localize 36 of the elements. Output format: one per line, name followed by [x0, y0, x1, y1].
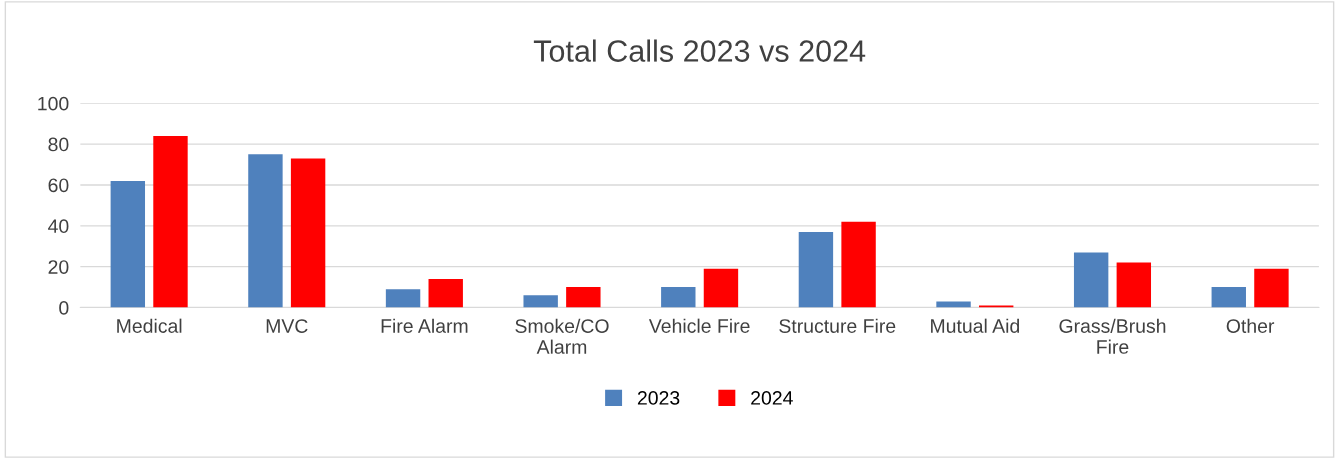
bar	[798, 231, 834, 308]
x-tick-label: Medical	[117, 318, 182, 333]
bar	[290, 158, 326, 308]
bar	[936, 301, 971, 308]
bar	[703, 268, 739, 308]
bar	[661, 287, 696, 308]
bar	[1254, 268, 1289, 308]
x-tick-label: Vehicle Fire	[648, 318, 750, 333]
y-tick-label: 20	[48, 260, 69, 274]
y-tick-label: 60	[48, 178, 69, 193]
y-tick-label: 40	[48, 219, 69, 234]
chart-title: Total Calls 2023 vs 2024	[533, 39, 866, 62]
x-tick-label: Mutual Aid	[931, 318, 1020, 333]
x-tick-label: Fire Alarm	[381, 318, 468, 333]
legend-label: 2024	[751, 391, 793, 405]
x-tick-label: Smoke/CO Alarm	[515, 318, 609, 354]
bar	[1211, 287, 1246, 308]
bar	[1073, 252, 1109, 308]
y-tick-label: 0	[59, 301, 69, 315]
bar	[978, 305, 1014, 308]
bar	[1116, 262, 1152, 308]
bar	[428, 278, 463, 308]
x-tick-label: Structure Fire	[779, 318, 896, 333]
legend-label: 2023	[637, 391, 680, 405]
bar	[566, 287, 601, 308]
bar	[153, 135, 188, 308]
bar	[523, 295, 558, 308]
y-tick-label: 100	[38, 96, 69, 111]
x-tick-label: MVC	[266, 319, 308, 333]
bar	[248, 154, 283, 308]
x-tick-label: Grass/Brush Fire	[1059, 318, 1166, 354]
bar	[385, 289, 421, 308]
bar	[841, 221, 876, 308]
x-tick-label: Other	[1226, 318, 1275, 333]
y-tick-label: 80	[48, 137, 69, 152]
bar	[110, 180, 146, 308]
